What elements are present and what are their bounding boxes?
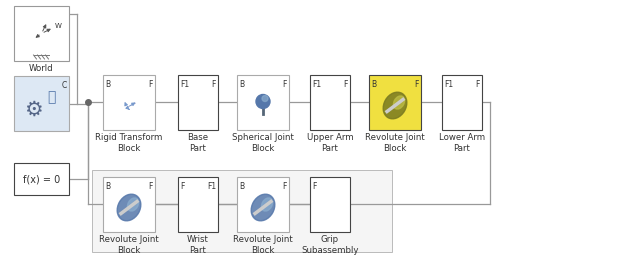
Text: F: F — [212, 80, 216, 89]
Bar — [103, 75, 155, 130]
Circle shape — [256, 94, 270, 109]
Ellipse shape — [127, 198, 139, 211]
Bar — [14, 76, 69, 131]
Text: F: F — [149, 182, 153, 191]
Bar — [310, 177, 350, 232]
Text: Revolute Joint
Block: Revolute Joint Block — [365, 133, 425, 153]
Text: F1: F1 — [444, 80, 453, 89]
Text: B: B — [371, 80, 376, 89]
Text: Upper Arm
Part: Upper Arm Part — [307, 133, 353, 153]
Text: F: F — [344, 80, 348, 89]
Text: Base
Part: Base Part — [187, 133, 209, 153]
Ellipse shape — [393, 96, 404, 109]
Bar — [14, 163, 69, 195]
Text: F: F — [180, 182, 184, 191]
Text: 🦾: 🦾 — [47, 90, 56, 104]
Text: Grip
Subassembly: Grip Subassembly — [301, 235, 359, 255]
Text: F: F — [283, 182, 287, 191]
Ellipse shape — [383, 92, 407, 119]
Text: F1: F1 — [180, 80, 189, 89]
Text: B: B — [105, 80, 110, 89]
Bar — [92, 170, 392, 252]
Text: F1: F1 — [207, 182, 216, 191]
Text: F1: F1 — [312, 80, 321, 89]
Text: B: B — [239, 182, 244, 191]
Text: Spherical Joint
Block: Spherical Joint Block — [232, 133, 294, 153]
Text: f(x) = 0: f(x) = 0 — [23, 174, 60, 184]
Ellipse shape — [251, 194, 275, 221]
Text: Revolute Joint
Block: Revolute Joint Block — [99, 235, 159, 255]
Text: Revolute Joint
Block: Revolute Joint Block — [233, 235, 293, 255]
Text: World: World — [29, 64, 54, 73]
Text: F: F — [414, 80, 419, 89]
Ellipse shape — [117, 194, 141, 221]
Bar — [310, 75, 350, 130]
Text: Wrist
Part: Wrist Part — [187, 235, 209, 255]
Circle shape — [262, 95, 268, 101]
Text: Rigid Transform
Block: Rigid Transform Block — [95, 133, 162, 153]
Text: F: F — [149, 80, 153, 89]
Text: Lower Arm
Part: Lower Arm Part — [439, 133, 485, 153]
Bar — [369, 75, 421, 130]
Text: F: F — [283, 80, 287, 89]
Bar — [103, 177, 155, 232]
Text: C: C — [61, 81, 67, 90]
Text: F: F — [476, 80, 480, 89]
Text: W: W — [55, 23, 61, 29]
Text: F: F — [312, 182, 317, 191]
Bar — [178, 177, 218, 232]
Text: B: B — [239, 80, 244, 89]
Bar — [442, 75, 482, 130]
Bar — [14, 6, 69, 61]
Text: ⚙: ⚙ — [24, 100, 43, 120]
Bar — [178, 75, 218, 130]
Text: B: B — [105, 182, 110, 191]
Ellipse shape — [261, 198, 273, 211]
Bar — [237, 177, 289, 232]
Bar — [237, 75, 289, 130]
